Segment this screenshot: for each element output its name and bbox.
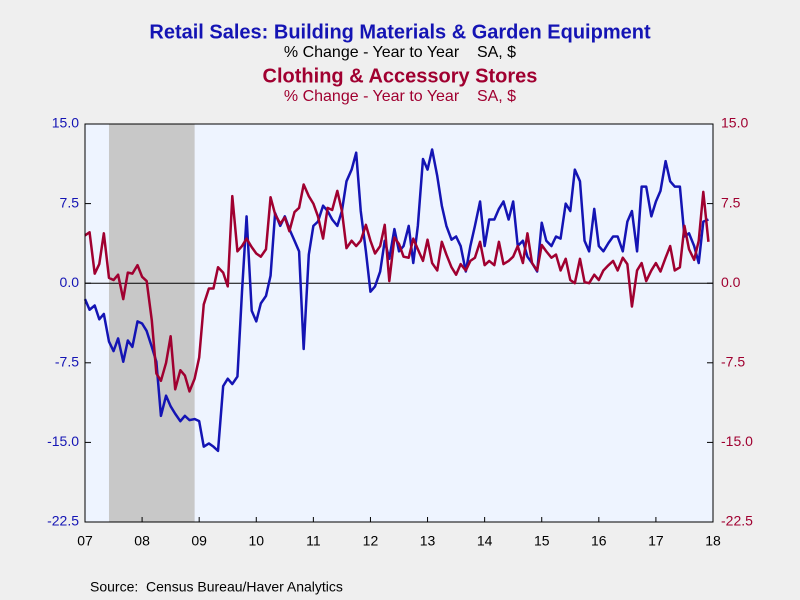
series-line: [84, 183, 710, 393]
subtitle: % Change - Year to Year SA, $: [284, 44, 516, 61]
x-tick-label: 11: [306, 533, 321, 549]
x-tick-label: 08: [134, 533, 150, 549]
y2-tick-label: 0.0: [721, 274, 741, 290]
x-tick-label: 09: [191, 533, 207, 549]
x-tick-label: 13: [420, 533, 436, 549]
subtitle: % Change - Year to Year SA, $: [284, 88, 516, 105]
y2-tick-label: 7.5: [721, 194, 741, 210]
y-tick-label: -7.5: [55, 354, 79, 370]
y2-tick-label: -15.0: [721, 433, 753, 449]
x-tick-label: 14: [477, 533, 493, 549]
x-tick-label: 18: [705, 533, 721, 549]
title: Clothing & Accessory Stores: [263, 65, 538, 87]
x-tick-label: 10: [248, 533, 264, 549]
y2-tick-label: 15.0: [721, 115, 748, 131]
x-tick-label: 15: [534, 533, 550, 549]
title: Retail Sales: Building Materials & Garde…: [149, 21, 651, 43]
y-tick-label: 7.5: [60, 194, 80, 210]
x-tick-label: 16: [591, 533, 607, 549]
y2-tick-label: -7.5: [721, 354, 745, 370]
x-tick-label: 07: [77, 533, 93, 549]
source-note: Source: Census Bureau/Haver Analytics: [90, 579, 343, 595]
y-tick-label: -22.5: [47, 513, 79, 529]
y-tick-label: -15.0: [47, 433, 79, 449]
plot-frame: [84, 123, 714, 523]
x-tick-label: 17: [648, 533, 664, 549]
y-tick-label: 15.0: [52, 115, 79, 131]
y-tick-label: 0.0: [60, 274, 80, 290]
y2-tick-label: -22.5: [721, 513, 753, 529]
x-tick-label: 12: [363, 533, 379, 549]
